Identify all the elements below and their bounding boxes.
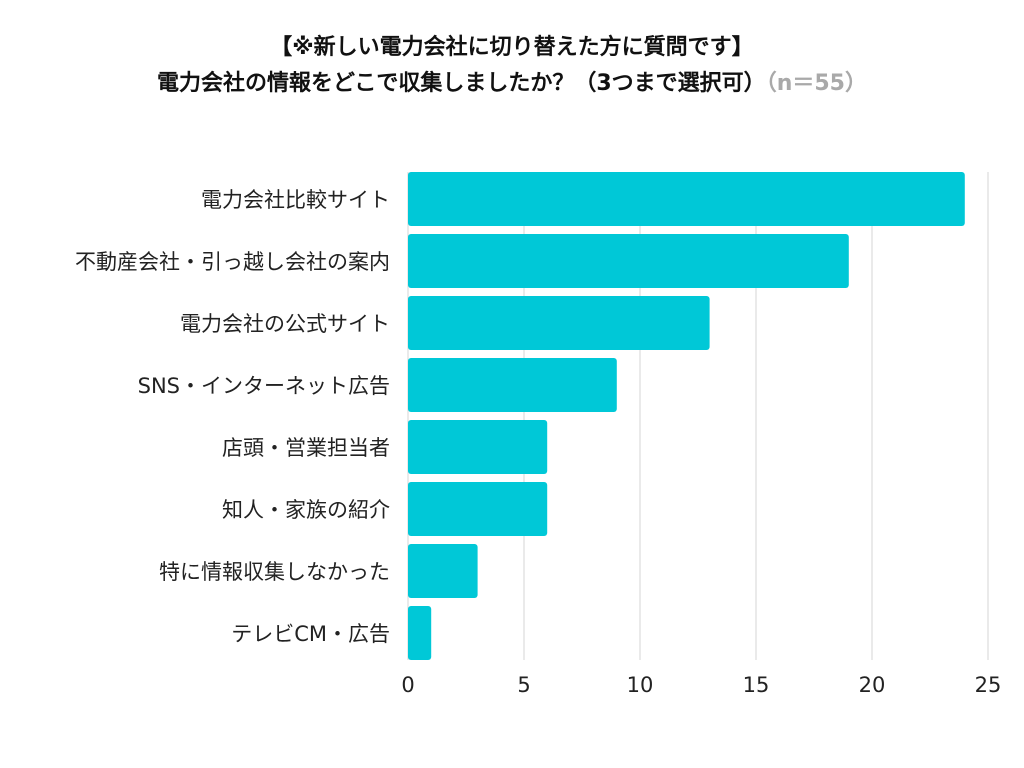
bar bbox=[408, 420, 548, 474]
category-label: 知人・家族の紹介 bbox=[222, 498, 390, 522]
x-tick-label: 5 bbox=[517, 673, 530, 697]
chart-title: 【※新しい電力会社に切り替えた方に質問です】 電力会社の情報をどこで収集しました… bbox=[0, 30, 1024, 102]
chart-title-main: 電力会社の情報をどこで収集しましたか？（3つまで選択可） bbox=[157, 71, 766, 96]
bar bbox=[408, 296, 710, 350]
bar bbox=[408, 606, 432, 660]
x-tick-label: 10 bbox=[627, 673, 654, 697]
bar bbox=[408, 544, 478, 598]
category-label: 店頭・営業担当者 bbox=[222, 436, 390, 460]
category-label: 不動産会社・引っ越し会社の案内 bbox=[75, 250, 390, 274]
bar bbox=[408, 172, 965, 226]
bar bbox=[408, 482, 548, 536]
chart-title-line2: 電力会社の情報をどこで収集しましたか？（3つまで選択可）（n＝55） bbox=[0, 66, 1024, 102]
x-tick-label: 25 bbox=[975, 673, 1002, 697]
sample-size-note: （n＝55） bbox=[765, 71, 867, 96]
x-tick-label: 20 bbox=[859, 673, 886, 697]
category-label: 電力会社の公式サイト bbox=[180, 312, 390, 336]
bars bbox=[408, 172, 965, 660]
category-label: テレビCM・広告 bbox=[231, 622, 390, 646]
chart-title-line1: 【※新しい電力会社に切り替えた方に質問です】 bbox=[270, 35, 754, 60]
category-label: SNS・インターネット広告 bbox=[138, 374, 390, 398]
category-label: 電力会社比較サイト bbox=[201, 188, 390, 212]
x-tick-labels: 0 5 10 15 20 25 bbox=[401, 673, 1001, 697]
bar bbox=[408, 358, 617, 412]
x-tick-label: 0 bbox=[401, 673, 414, 697]
bar bbox=[408, 234, 849, 288]
x-tick-label: 15 bbox=[743, 673, 770, 697]
category-label: 特に情報収集しなかった bbox=[159, 560, 390, 584]
